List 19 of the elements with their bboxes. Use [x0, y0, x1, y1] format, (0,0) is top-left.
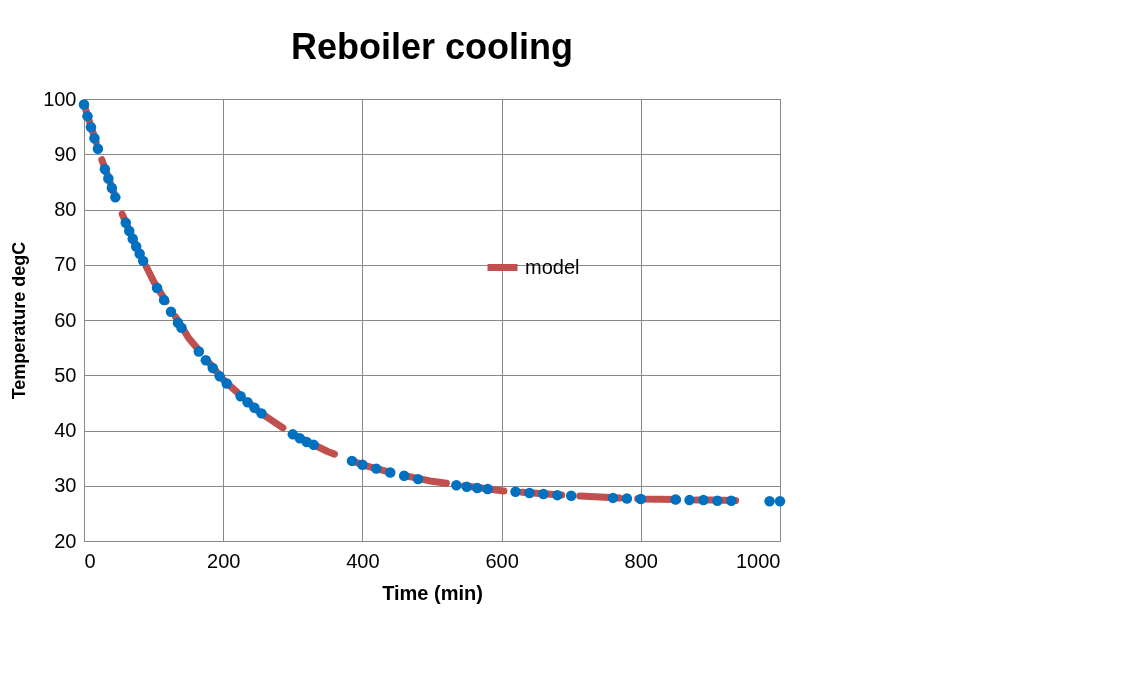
x-tick-label: 200 — [207, 549, 241, 572]
y-tick-label: 80 — [54, 198, 77, 220]
y-tick-label: 30 — [54, 474, 77, 497]
y-tick-label: 40 — [54, 419, 77, 441]
legend-label: model — [525, 255, 580, 278]
y-tick-label: 20 — [54, 529, 77, 552]
x-tick-label: 600 — [485, 549, 519, 572]
y-tick-label: 90 — [54, 142, 77, 165]
x-tick-label: 1000 — [736, 549, 781, 572]
x-axis-title: Time (min) — [382, 581, 483, 604]
x-tick-label: 400 — [346, 549, 380, 572]
y-tick-label: 50 — [54, 363, 77, 386]
y-tick-label: 70 — [54, 253, 77, 276]
y-tick-label: 100 — [43, 87, 77, 110]
y-tick-label: 60 — [54, 308, 77, 331]
y-axis-title: Temperature degC — [9, 241, 30, 400]
chart-title: Reboiler cooling — [290, 26, 574, 67]
x-tick-label: 0 — [84, 549, 96, 572]
x-tick-label: 800 — [624, 549, 658, 572]
